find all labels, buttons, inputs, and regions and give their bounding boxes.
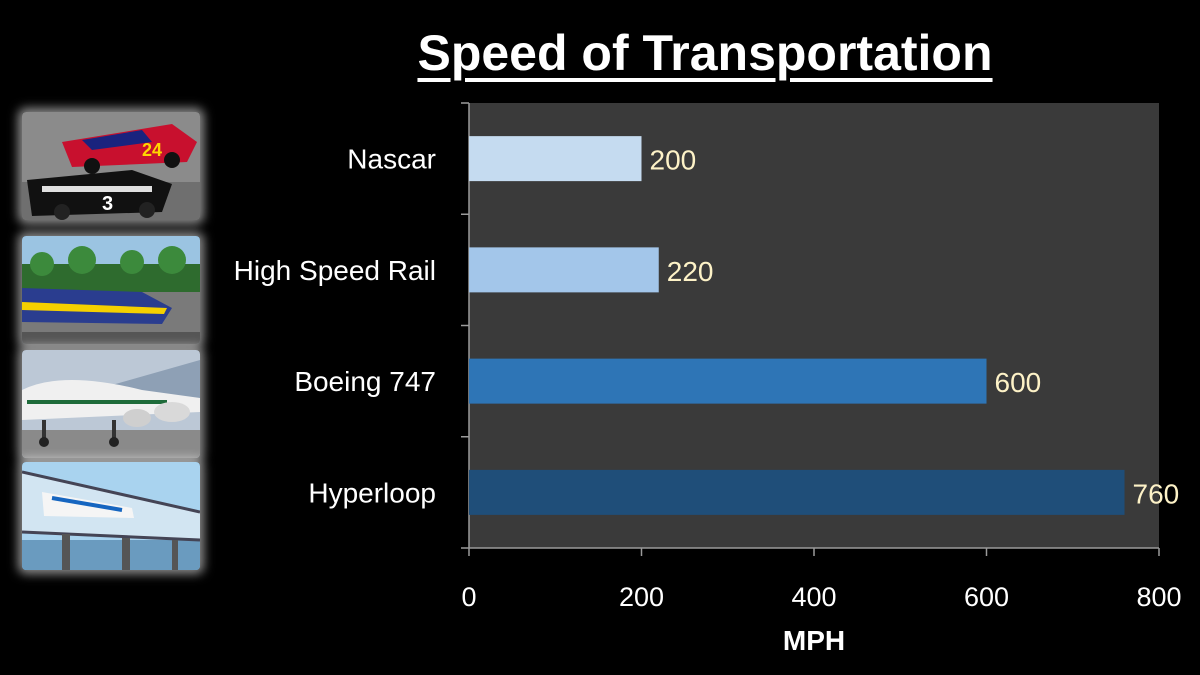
- bar: [469, 136, 642, 182]
- data-label: 600: [995, 367, 1042, 398]
- x-tick-label: 800: [1136, 582, 1181, 612]
- bar: [469, 247, 659, 293]
- x-tick-label: 200: [619, 582, 664, 612]
- data-label: 220: [667, 256, 714, 287]
- x-tick-label: 600: [964, 582, 1009, 612]
- hyperloop-tube-photo: [22, 462, 200, 570]
- data-label: 760: [1133, 478, 1180, 509]
- category-label: High Speed Rail: [234, 255, 436, 286]
- data-label: 200: [650, 145, 697, 176]
- race-cars-photo: 24 3: [22, 112, 200, 220]
- category-label: Nascar: [347, 144, 436, 175]
- category-label: Boeing 747: [294, 366, 436, 397]
- boeing-747-photo: [22, 350, 200, 458]
- category-label: Hyperloop: [308, 477, 436, 508]
- x-tick-label: 400: [791, 582, 836, 612]
- x-tick-label: 0: [461, 582, 476, 612]
- high-speed-train-photo: [22, 236, 200, 344]
- x-axis-label: MPH: [783, 625, 845, 656]
- chart-title: Speed of Transportation: [417, 25, 993, 81]
- bar: [469, 358, 987, 404]
- svg-text:3: 3: [102, 193, 113, 215]
- svg-text:24: 24: [142, 140, 162, 160]
- bar: [469, 469, 1125, 515]
